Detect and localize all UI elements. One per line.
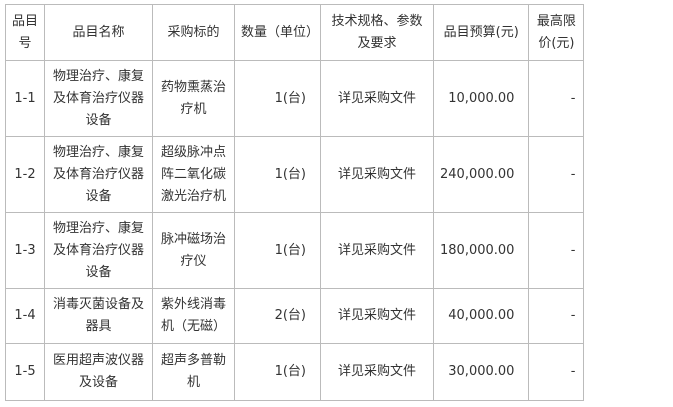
table-row: 1-4 消毒灭菌设备及器具 紫外线消毒机（无磁） 2(台) 详见采购文件 40,000.0… — [5, 288, 585, 344]
cell-max-price: - — [528, 343, 585, 401]
cell-spec: 详见采购文件 — [320, 343, 434, 401]
cell-budget: 10,000.00 — [432, 60, 530, 137]
cell-qty: 1(台) — [234, 212, 321, 289]
table-header-row: 品目号 品目名称 采购标的 数量（单位） 技术规格、参数及要求 品目预算(元) … — [5, 4, 585, 61]
cell-max-price: - — [528, 136, 585, 213]
cell-qty: 1(台) — [234, 343, 321, 401]
cell-qty: 1(台) — [234, 60, 321, 137]
table-row: 1-5 医用超声波仪器及设备 超声多普勒机 1(台) 详见采购文件 30,000.00- — [5, 343, 585, 401]
cell-id: 1-1 — [5, 60, 45, 137]
cell-budget: 40,000.00 — [432, 288, 530, 344]
cell-id: 1-5 — [5, 343, 45, 401]
cell-item: 紫外线消毒机（无磁） — [152, 288, 235, 344]
cell-spec: 详见采购文件 — [320, 60, 434, 137]
cell-item: 脉冲磁场治疗仪 — [152, 212, 235, 289]
cell-name: 物理治疗、康复及体育治疗仪器设备 — [44, 60, 153, 137]
cell-name: 医用超声波仪器及设备 — [44, 343, 153, 401]
cell-max-price: - — [528, 60, 585, 137]
cell-qty: 2(台) — [234, 288, 321, 344]
cell-max-price: - — [528, 288, 585, 344]
cell-name: 物理治疗、康复及体育治疗仪器设备 — [44, 212, 153, 289]
header-budget: 品目预算(元) — [432, 4, 530, 61]
cell-id: 1-3 — [5, 212, 45, 289]
header-id: 品目号 — [5, 4, 45, 61]
header-item: 采购标的 — [152, 4, 235, 61]
cell-id: 1-4 — [5, 288, 45, 344]
header-max-price: 最高限价(元) — [528, 4, 585, 61]
cell-budget: 180,000.00 — [432, 212, 530, 289]
cell-budget: 30,000.00 — [432, 343, 530, 401]
procurement-table: 品目号 品目名称 采购标的 数量（单位） 技术规格、参数及要求 品目预算(元) … — [5, 4, 585, 401]
table-row: 1-2 物理治疗、康复及体育治疗仪器设备 超级脉冲点阵二氧化碳激光治疗机 1(台) 详见… — [5, 136, 585, 213]
header-qty: 数量（单位） — [234, 4, 321, 61]
cell-qty: 1(台) — [234, 136, 321, 213]
table-row: 1-1 物理治疗、康复及体育治疗仪器设备 药物熏蒸治疗机 1(台) 详见采购文件 10,0… — [5, 60, 585, 137]
cell-item: 药物熏蒸治疗机 — [152, 60, 235, 137]
cell-id: 1-2 — [5, 136, 45, 213]
cell-name: 消毒灭菌设备及器具 — [44, 288, 153, 344]
cell-spec: 详见采购文件 — [320, 136, 434, 213]
cell-spec: 详见采购文件 — [320, 212, 434, 289]
header-name: 品目名称 — [44, 4, 153, 61]
header-spec: 技术规格、参数及要求 — [320, 4, 434, 61]
cell-max-price: - — [528, 212, 585, 289]
cell-name: 物理治疗、康复及体育治疗仪器设备 — [44, 136, 153, 213]
table-row: 1-3 物理治疗、康复及体育治疗仪器设备 脉冲磁场治疗仪 1(台) 详见采购文件 180,… — [5, 212, 585, 289]
cell-spec: 详见采购文件 — [320, 288, 434, 344]
cell-budget: 240,000.00 — [432, 136, 530, 213]
cell-item: 超声多普勒机 — [152, 343, 235, 401]
cell-item: 超级脉冲点阵二氧化碳激光治疗机 — [152, 136, 235, 213]
